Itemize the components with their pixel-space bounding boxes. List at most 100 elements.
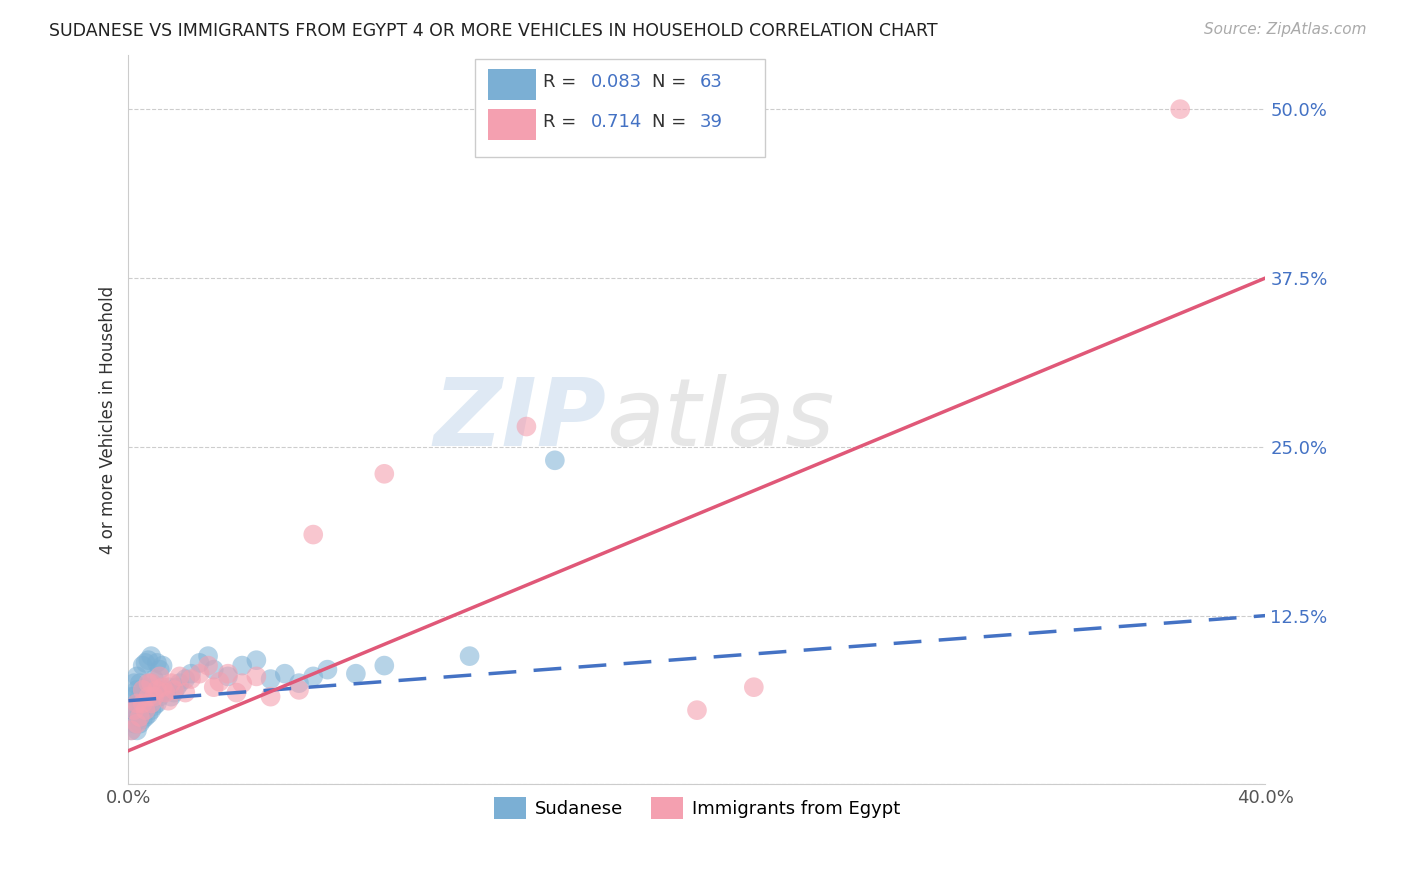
Point: [138, 676, 160, 690]
Point: [274, 666, 297, 681]
Point: [742, 680, 765, 694]
Point: [146, 656, 169, 670]
Point: [122, 676, 145, 690]
Point: [188, 656, 211, 670]
Point: [197, 649, 219, 664]
Point: [245, 653, 267, 667]
Point: [302, 669, 325, 683]
Point: [188, 666, 211, 681]
Point: [169, 669, 191, 683]
Point: [125, 697, 148, 711]
Point: [166, 680, 188, 694]
Point: [157, 680, 180, 694]
Point: [149, 669, 172, 683]
Point: [197, 658, 219, 673]
Point: [135, 697, 157, 711]
Point: [131, 685, 153, 699]
Point: [160, 676, 183, 690]
Point: [288, 676, 311, 690]
Point: [152, 680, 174, 694]
Point: [163, 682, 186, 697]
Point: [131, 658, 153, 673]
Text: 0.714: 0.714: [592, 113, 643, 131]
Point: [231, 658, 253, 673]
Point: [120, 703, 142, 717]
Point: [125, 716, 148, 731]
Point: [141, 676, 163, 690]
Point: [135, 703, 157, 717]
Point: [122, 716, 145, 731]
Point: [135, 682, 157, 697]
Point: [686, 703, 709, 717]
Y-axis label: 4 or more Vehicles in Household: 4 or more Vehicles in Household: [100, 285, 117, 554]
Point: [245, 669, 267, 683]
Point: [160, 690, 183, 704]
Point: [122, 703, 145, 717]
Point: [141, 703, 163, 717]
Point: [458, 649, 481, 664]
Text: Source: ZipAtlas.com: Source: ZipAtlas.com: [1204, 22, 1367, 37]
Point: [141, 649, 163, 664]
Point: [157, 694, 180, 708]
Point: [146, 682, 169, 697]
FancyBboxPatch shape: [475, 59, 765, 157]
Point: [135, 656, 157, 670]
Point: [128, 676, 150, 690]
Point: [138, 653, 160, 667]
Point: [128, 716, 150, 731]
Point: [1168, 102, 1191, 116]
Point: [302, 527, 325, 541]
Legend: Sudanese, Immigrants from Egypt: Sudanese, Immigrants from Egypt: [486, 790, 907, 827]
Point: [128, 703, 150, 717]
Text: ZIP: ZIP: [433, 374, 606, 466]
Point: [149, 663, 172, 677]
Point: [180, 666, 202, 681]
Point: [138, 680, 160, 694]
Point: [143, 699, 166, 714]
Point: [217, 666, 239, 681]
Point: [128, 710, 150, 724]
Point: [143, 672, 166, 686]
Point: [155, 685, 177, 699]
Point: [316, 663, 339, 677]
Point: [155, 682, 177, 697]
Point: [169, 676, 191, 690]
Point: [131, 699, 153, 714]
Text: 39: 39: [699, 113, 723, 131]
Point: [141, 676, 163, 690]
Point: [373, 467, 395, 481]
Point: [122, 690, 145, 704]
Point: [174, 685, 197, 699]
Point: [125, 697, 148, 711]
Point: [544, 453, 567, 467]
Point: [373, 658, 395, 673]
Point: [149, 690, 172, 704]
Point: [120, 723, 142, 738]
Text: 0.083: 0.083: [592, 73, 643, 91]
Point: [180, 672, 202, 686]
Text: R =: R =: [544, 113, 582, 131]
Point: [138, 694, 160, 708]
Point: [135, 710, 157, 724]
Point: [174, 672, 197, 686]
Point: [259, 672, 281, 686]
Text: N =: N =: [651, 73, 692, 91]
Point: [231, 676, 253, 690]
Point: [122, 703, 145, 717]
Point: [146, 682, 169, 697]
Text: atlas: atlas: [606, 375, 834, 466]
Point: [138, 690, 160, 704]
Point: [217, 669, 239, 683]
Point: [125, 723, 148, 738]
Point: [152, 658, 174, 673]
Point: [120, 723, 142, 738]
Point: [208, 674, 231, 689]
Point: [163, 685, 186, 699]
Point: [120, 690, 142, 704]
Point: [152, 685, 174, 699]
Point: [125, 710, 148, 724]
Point: [131, 697, 153, 711]
Text: SUDANESE VS IMMIGRANTS FROM EGYPT 4 OR MORE VEHICLES IN HOUSEHOLD CORRELATION CH: SUDANESE VS IMMIGRANTS FROM EGYPT 4 OR M…: [49, 22, 938, 40]
Text: N =: N =: [651, 113, 692, 131]
Point: [131, 682, 153, 697]
